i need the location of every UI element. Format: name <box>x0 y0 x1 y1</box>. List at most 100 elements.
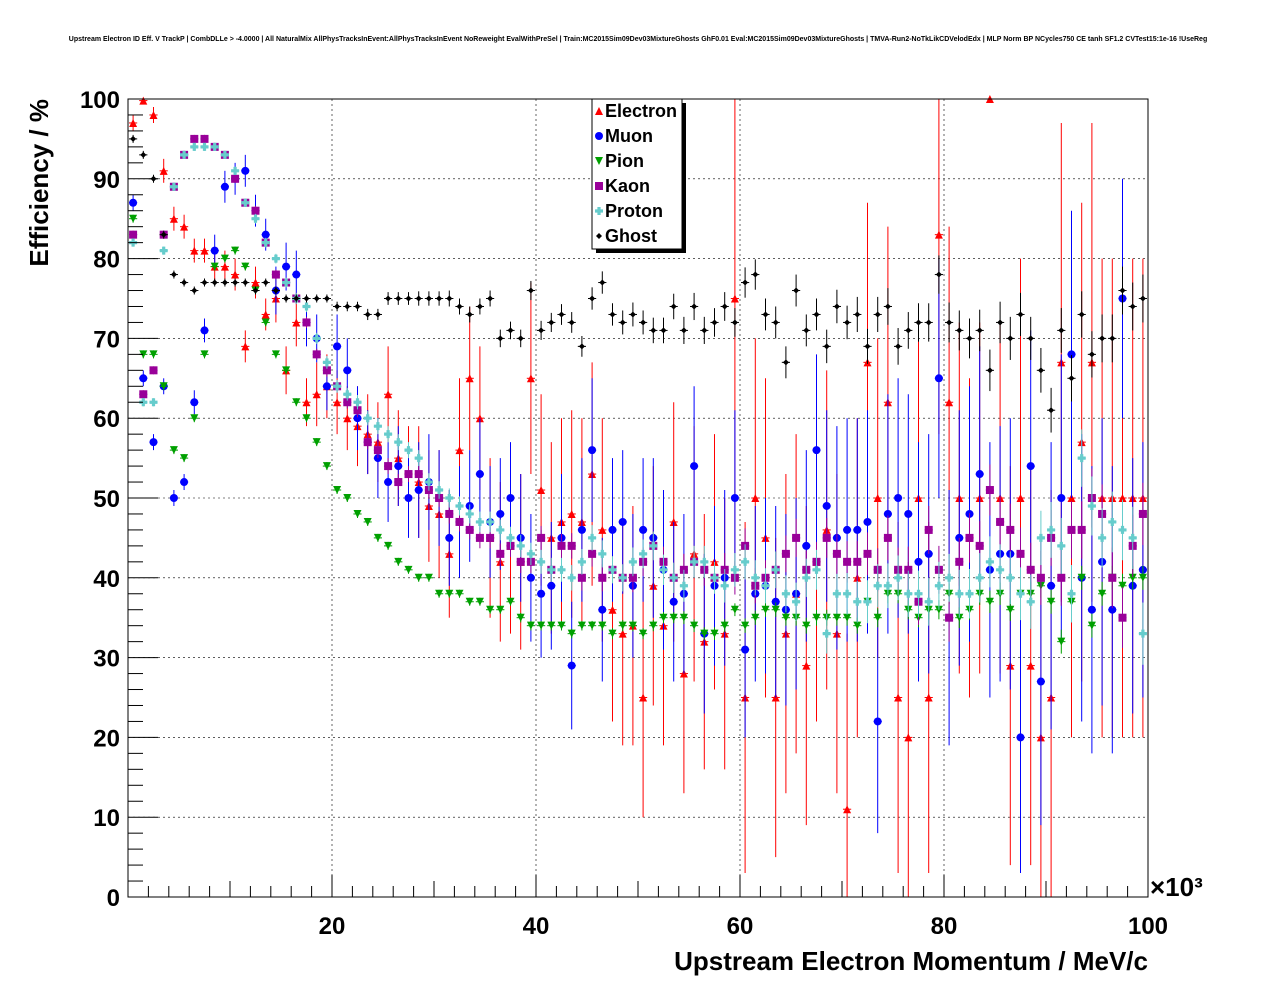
pion-point <box>1118 581 1127 590</box>
ghost-point <box>517 335 524 342</box>
muon-point <box>292 270 301 279</box>
kaon-point <box>496 549 505 558</box>
pion-point <box>588 621 597 630</box>
muon-point <box>169 494 178 502</box>
kaon-point <box>996 517 1005 526</box>
kaon-point <box>404 470 413 479</box>
proton-point <box>1057 541 1066 550</box>
tick-labels: 20 40 60 80 100 0 10 20 30 40 50 60 70 80 90 100 <box>80 87 1168 940</box>
kaon-point <box>832 549 841 558</box>
muon-point <box>914 557 923 566</box>
pion-point <box>424 573 433 582</box>
kaon-point <box>373 446 382 455</box>
kaon-point <box>924 525 933 534</box>
muon-point <box>934 374 943 383</box>
proton-point <box>965 589 974 598</box>
ghost-point <box>476 303 483 310</box>
proton-point <box>465 509 474 518</box>
y-tick-label: 10 <box>93 805 120 832</box>
proton-point <box>924 597 933 606</box>
muon-point <box>475 470 484 479</box>
proton-point <box>1118 525 1127 534</box>
y-tick-label: 70 <box>93 326 120 353</box>
proton-point <box>169 182 178 191</box>
legend-marker-electron <box>595 107 603 115</box>
muon-point <box>771 597 780 606</box>
proton-point <box>904 589 913 598</box>
electron-point <box>312 390 321 399</box>
proton-point <box>271 254 280 263</box>
proton-point <box>516 541 525 550</box>
kaon-point <box>343 398 352 407</box>
ghost-point <box>395 295 402 302</box>
legend-label-kaon: Kaon <box>605 176 650 196</box>
pion-point <box>435 589 444 598</box>
ghost-point <box>201 279 208 286</box>
ghost-point <box>925 319 932 326</box>
proton-point <box>251 214 260 223</box>
proton-point <box>781 589 790 598</box>
pion-point <box>1098 589 1107 598</box>
ghost-point <box>1139 295 1146 302</box>
proton-point <box>384 430 393 439</box>
y-tick-label: 100 <box>80 87 120 114</box>
pion-point <box>659 613 668 622</box>
proton-point <box>455 501 464 510</box>
kaon-point <box>322 366 331 375</box>
kaon-point <box>465 525 474 534</box>
kaon-point <box>577 573 586 582</box>
ghost-point <box>976 327 983 334</box>
proton-point <box>608 565 617 574</box>
ghost-point <box>864 343 871 350</box>
proton-point <box>1087 501 1096 510</box>
y-tick-label: 40 <box>93 566 120 593</box>
proton-point <box>333 382 342 391</box>
proton-point <box>812 565 821 574</box>
muon-point <box>149 438 158 447</box>
ghost-point <box>803 327 810 334</box>
proton-point <box>302 302 311 311</box>
proton-point <box>669 573 678 582</box>
kaon-point <box>139 390 148 399</box>
pion-point <box>292 398 301 407</box>
electron-point <box>190 246 199 255</box>
series-muon <box>129 154 1147 874</box>
kaon-point <box>516 557 525 566</box>
proton-point <box>1036 533 1045 542</box>
ghost-point <box>221 279 228 286</box>
electron-point <box>1118 494 1127 502</box>
kaon-point <box>353 406 362 415</box>
kaon-point <box>1016 549 1025 558</box>
proton-point <box>690 557 699 566</box>
proton-point <box>180 150 189 159</box>
kaon-point <box>231 174 240 183</box>
electron-point <box>526 374 535 383</box>
kaon-point <box>384 462 393 471</box>
proton-point <box>577 557 586 566</box>
axis-ticks <box>128 98 1149 898</box>
kaon-point <box>843 557 852 566</box>
pion-point <box>139 350 148 359</box>
ghost-point <box>211 279 218 286</box>
y-axis-label: Efficiency / % <box>24 99 54 267</box>
kaon-point <box>271 270 280 279</box>
ghost-point <box>293 295 300 302</box>
ghost-point <box>466 311 473 318</box>
ghost-point <box>446 295 453 302</box>
proton-point <box>955 589 964 598</box>
proton-point <box>649 541 658 550</box>
proton-point <box>832 589 841 598</box>
kaon-point <box>129 230 138 239</box>
ghost-point <box>1037 367 1044 374</box>
proton-point <box>220 150 229 159</box>
electron-point <box>241 342 250 351</box>
proton-point <box>710 573 719 582</box>
muon-point <box>853 525 862 534</box>
muon-point <box>384 478 393 487</box>
kaon-point <box>149 366 158 375</box>
proton-point <box>588 533 597 542</box>
ghost-point <box>691 303 698 310</box>
kaon-point <box>363 438 372 447</box>
electron-point <box>1026 661 1035 670</box>
electron-point <box>169 214 178 223</box>
